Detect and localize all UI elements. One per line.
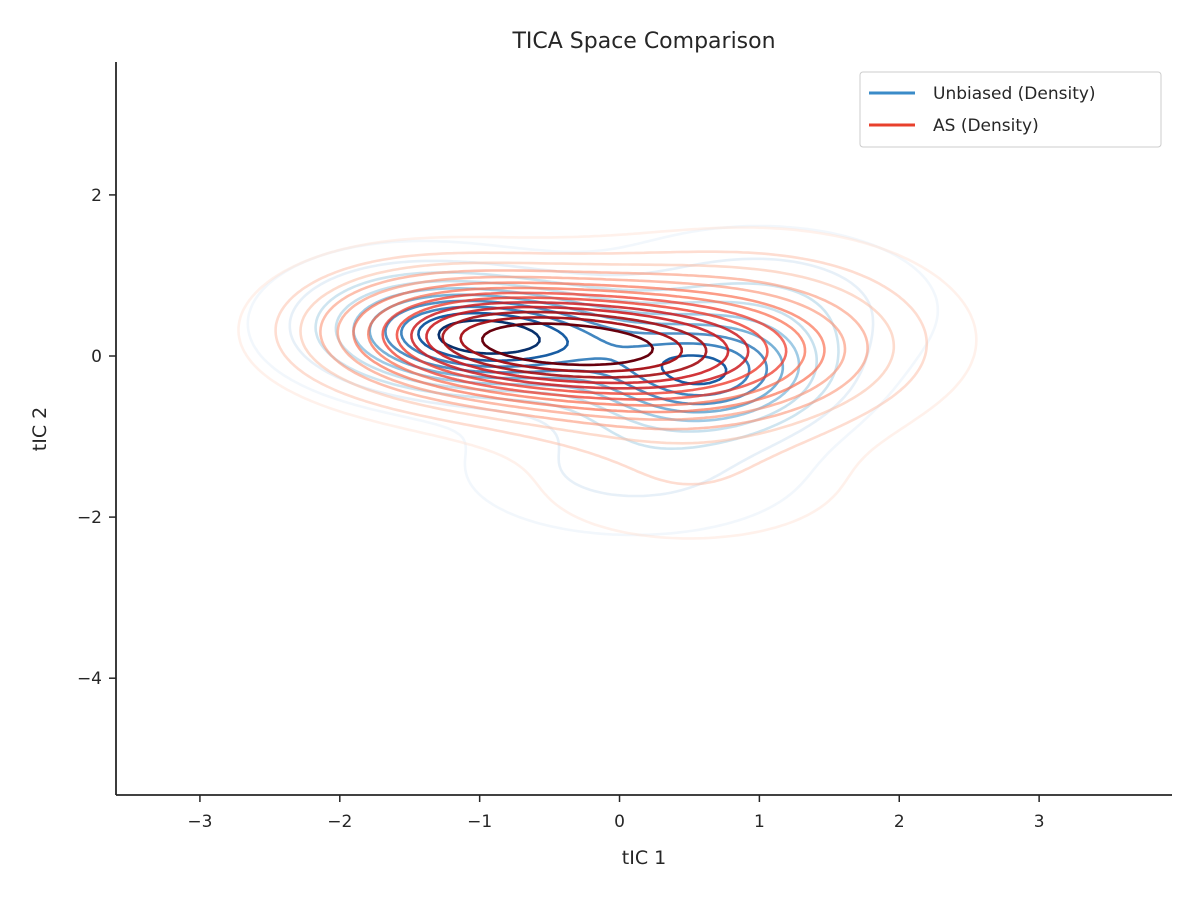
x-tick-label: −1 [467,812,492,832]
x-axis-label: tIC 1 [622,847,666,869]
chart-title: TICA Space Comparison [511,29,775,54]
contour-line [381,291,788,401]
contour-line [459,316,683,373]
contour-line [395,296,769,396]
legend-label-unbiased: Unbiased (Density) [933,84,1096,104]
legend-label-as: AS (Density) [933,116,1039,136]
x-tick-label: 1 [754,812,765,832]
contour-line [336,275,847,421]
contour-line [425,305,730,385]
contour-line [237,226,978,540]
x-tick-label: −3 [187,812,212,832]
contour-series-as [237,226,978,540]
contour-line [352,281,826,414]
legend: Unbiased (Density) AS (Density) [859,71,1162,148]
x-tick-label: 2 [894,812,905,832]
axes: −3 −2 −1 0 1 2 3 −4 −2 0 2 [77,62,1172,832]
legend-frame [859,71,1162,148]
contour-line [481,322,655,367]
y-tick-label: −2 [77,508,102,528]
contour-line [246,224,940,537]
contour-line [441,310,708,379]
x-tick-label: 3 [1034,812,1045,832]
y-axis-label: tIC 2 [29,407,51,451]
y-tick-label: 0 [91,347,102,367]
contour-line [410,301,750,390]
contour-line [299,261,896,445]
x-tick-label: −2 [327,812,352,832]
contour-line [367,286,807,407]
x-tick-label: 0 [614,812,625,832]
density-contours [237,224,978,540]
contour-line [274,250,929,486]
contour-line [319,269,869,431]
y-tick-label: 2 [91,186,102,206]
y-tick-label: −4 [77,669,102,689]
